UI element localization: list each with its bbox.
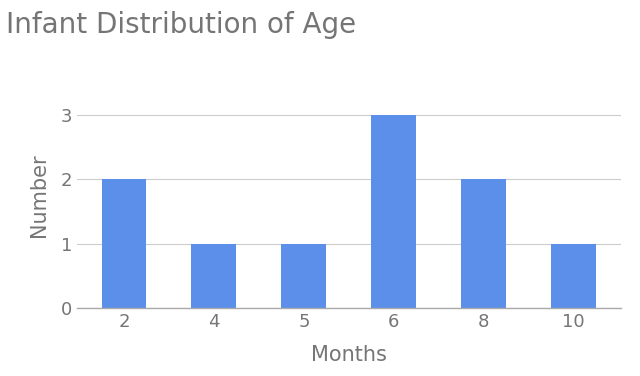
Bar (551, 244, 596, 308)
Bar (102, 179, 147, 308)
Y-axis label: Number: Number (29, 154, 49, 237)
Bar (191, 244, 236, 308)
Bar (282, 244, 326, 308)
Bar (371, 115, 416, 308)
X-axis label: Months: Months (311, 345, 387, 365)
Text: Infant Distribution of Age: Infant Distribution of Age (6, 11, 356, 39)
Bar (461, 179, 506, 308)
